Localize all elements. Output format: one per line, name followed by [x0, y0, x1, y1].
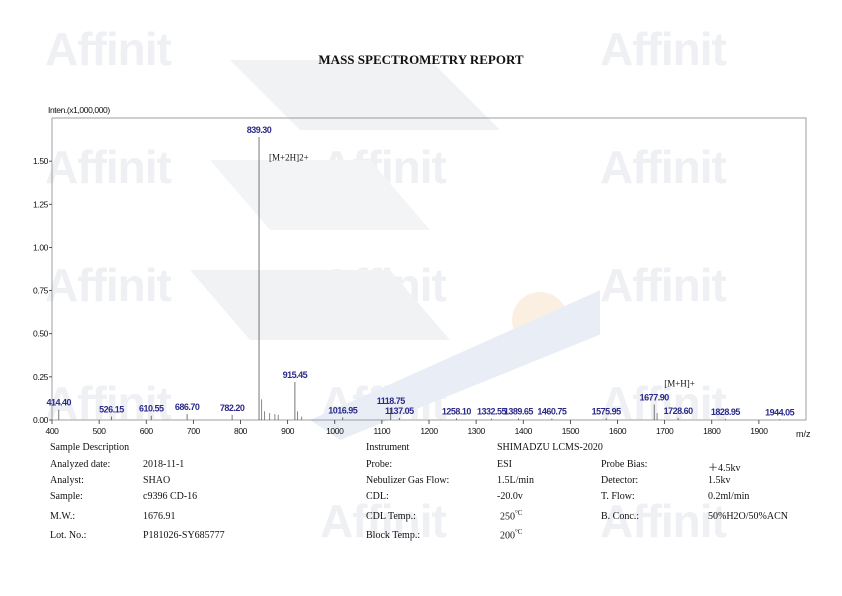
analyst-label: Analyst:: [50, 475, 84, 486]
probe-bias-value: ＋4.5kv: [708, 463, 741, 474]
x-tick-label: 1400: [515, 426, 533, 436]
peak-label: 915.45: [283, 370, 308, 380]
peak-label: 1944.05: [765, 407, 795, 417]
peak-label: 1137.05: [385, 406, 414, 416]
y-tick-label: 0.25: [33, 372, 49, 382]
watermark-logo: Affinit: [45, 259, 172, 311]
probe-value: ESI: [497, 459, 512, 470]
cdl-temp-value: 250°C: [500, 509, 523, 523]
plot-frame: [51, 117, 807, 421]
peak-label: 686.70: [175, 402, 200, 412]
y-tick-label: 1.50: [33, 156, 49, 166]
peak-label: 1332.55: [477, 407, 507, 417]
x-tick-label: 1600: [609, 426, 627, 436]
peak-label: 1016.95: [328, 405, 358, 415]
x-tick-label: 1800: [703, 426, 721, 436]
cdl-value: -20.0v: [497, 491, 523, 502]
nebulizer-gas-flow-value: 1.5L/min: [497, 475, 534, 486]
peak-label: 526.15: [99, 405, 124, 415]
b-conc-value: 50%H2O/50%ACN: [708, 511, 788, 522]
probe-bias-label: Probe Bias:: [601, 459, 648, 470]
watermark-logo: Affinit: [600, 23, 727, 75]
peak-label: 1389.65: [504, 406, 534, 416]
peak-label: 1118.75: [377, 396, 406, 406]
watermark-logo: Affinit: [600, 141, 727, 193]
sample-value: c9396 CD-16: [143, 491, 198, 502]
x-tick-label: 700: [187, 426, 201, 436]
x-tick-label: 900: [281, 426, 295, 436]
probe-label: Probe:: [366, 459, 393, 470]
t-flow-label: T. Flow:: [601, 491, 635, 502]
analyst-value: SHAO: [143, 475, 171, 486]
peak-label: 1677.90: [640, 392, 670, 402]
b-conc-label: B. Conc.:: [601, 511, 640, 522]
y-tick-label: 0.75: [33, 286, 49, 296]
y-axis-label: Inten.(x1,000,000): [48, 105, 110, 115]
x-tick-label: 600: [140, 426, 154, 436]
cdl-temp-label: CDL Temp.:: [366, 511, 416, 522]
lot-no-value: P181026-SY685777: [143, 530, 225, 541]
watermark-logo: Affinit: [45, 141, 172, 193]
peak-label: 610.55: [139, 404, 164, 414]
peak-label: 1575.95: [592, 406, 622, 416]
peak-annotation: [M+2H]2+: [269, 153, 309, 163]
watermark-logo: Affinit: [600, 495, 727, 547]
block-temp-label: Block Temp.:: [366, 530, 421, 541]
y-tick-label: 0.00: [33, 415, 49, 425]
report-title: MASS SPECTROMETRY REPORT: [318, 52, 524, 67]
lot-no-label: Lot. No.:: [50, 530, 87, 541]
y-tick-label: 1.25: [33, 199, 49, 209]
x-axis-label: m/z: [796, 429, 811, 439]
x-tick-label: 1900: [750, 426, 768, 436]
watermark-logo: Affinit: [320, 495, 447, 547]
sample-description-heading: Sample Description: [50, 442, 130, 453]
detector-value: 1.5kv: [708, 475, 731, 486]
peak-label: 414.40: [47, 398, 72, 408]
analyzed-date-value: 2018-11-1: [143, 459, 185, 470]
x-tick-label: 1100: [374, 426, 391, 436]
x-tick-label: 1300: [467, 426, 485, 436]
mw-label: M.W.:: [50, 511, 76, 522]
x-tick-label: 400: [46, 426, 60, 436]
watermark-large-logo: [190, 60, 600, 440]
cdl-label: CDL:: [366, 491, 389, 502]
peak-label: 1728.60: [664, 406, 694, 416]
detector-label: Detector:: [601, 475, 639, 486]
watermark-logo: Affinit: [45, 23, 172, 75]
x-tick-label: 1000: [326, 426, 344, 436]
y-tick-label: 0.50: [33, 329, 49, 339]
peak-label: 1828.95: [711, 407, 741, 417]
x-tick-label: 800: [234, 426, 248, 436]
block-temp-value: 200°C: [500, 528, 523, 542]
peak-label: 782.20: [220, 403, 245, 413]
mw-value: 1676.91: [143, 511, 176, 522]
watermark-logo: Affinit: [600, 259, 727, 311]
mass-spectrum-chart: Inten.(x1,000,000) m/z 0.00 0.25 0.50 0.75 1.0…: [33, 105, 811, 439]
x-tick-label: 1700: [656, 426, 674, 436]
peak-label: 1258.10: [442, 406, 472, 416]
peak-label: 1460.75: [537, 407, 567, 417]
peak-annotation: [M+H]+: [664, 379, 695, 389]
peak-label: 839.30: [247, 125, 272, 135]
x-tick-label: 1500: [562, 426, 580, 436]
analyzed-date-label: Analyzed date:: [50, 459, 111, 470]
nebulizer-gas-flow-label: Nebulizer Gas Flow:: [366, 475, 450, 486]
x-tick-label: 500: [93, 426, 107, 436]
instrument-label: Instrument: [366, 442, 410, 453]
y-tick-label: 1.00: [33, 242, 49, 252]
t-flow-value: 0.2ml/min: [708, 491, 750, 502]
x-tick-label: 1200: [420, 426, 438, 436]
instrument-value: SHIMADZU LCMS-2020: [497, 442, 603, 453]
sample-label: Sample:: [50, 491, 83, 502]
